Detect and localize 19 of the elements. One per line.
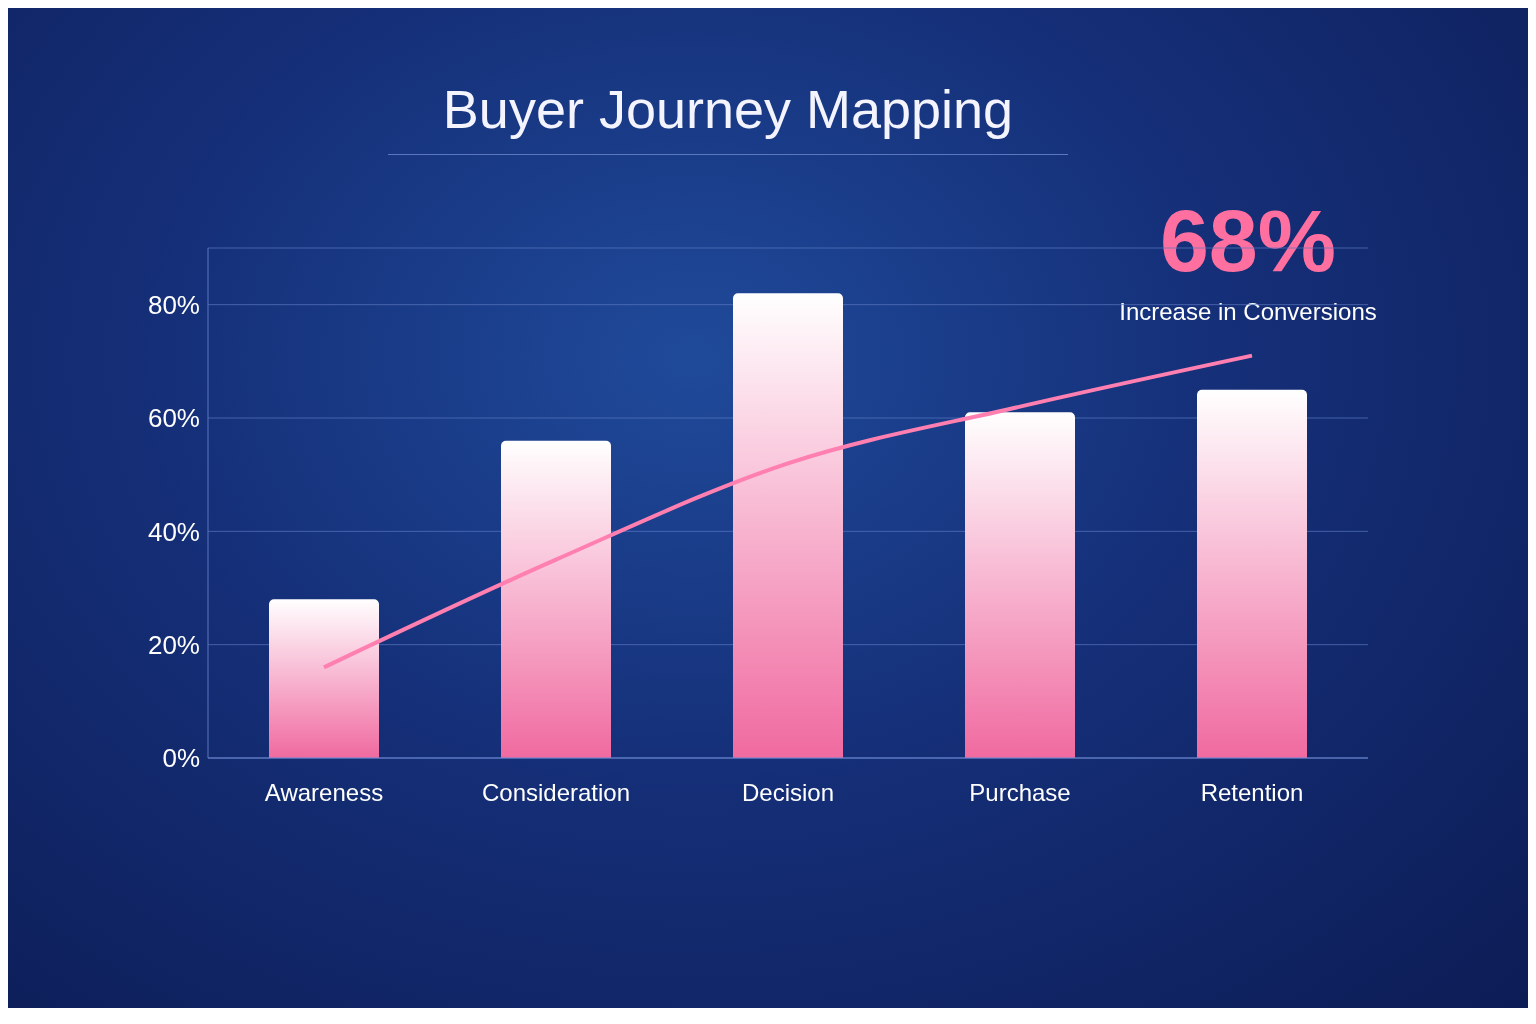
y-tick-label: 0% [162,743,200,774]
chart-title: Buyer Journey Mapping [388,78,1068,155]
y-tick-label: 60% [147,403,200,434]
bar [965,412,1075,758]
y-tick-label: 80% [147,289,200,320]
line-series [322,353,1254,670]
bar [733,293,843,758]
y-tick-label: 40% [147,516,200,547]
annotation: Increase in Conversions [1118,298,1378,326]
bar [501,440,611,758]
x-tick-label: Decision [741,779,835,807]
x-tick-label: Purchase [969,779,1071,807]
x-tick-label: Consideration [481,779,631,807]
x-tick-label: Retention [1200,779,1304,807]
bar [269,599,379,758]
annotation: 68% [1158,190,1338,292]
y-tick-label: 20% [147,629,200,660]
bar [1197,389,1307,758]
x-tick-label: Awareness [264,779,384,807]
